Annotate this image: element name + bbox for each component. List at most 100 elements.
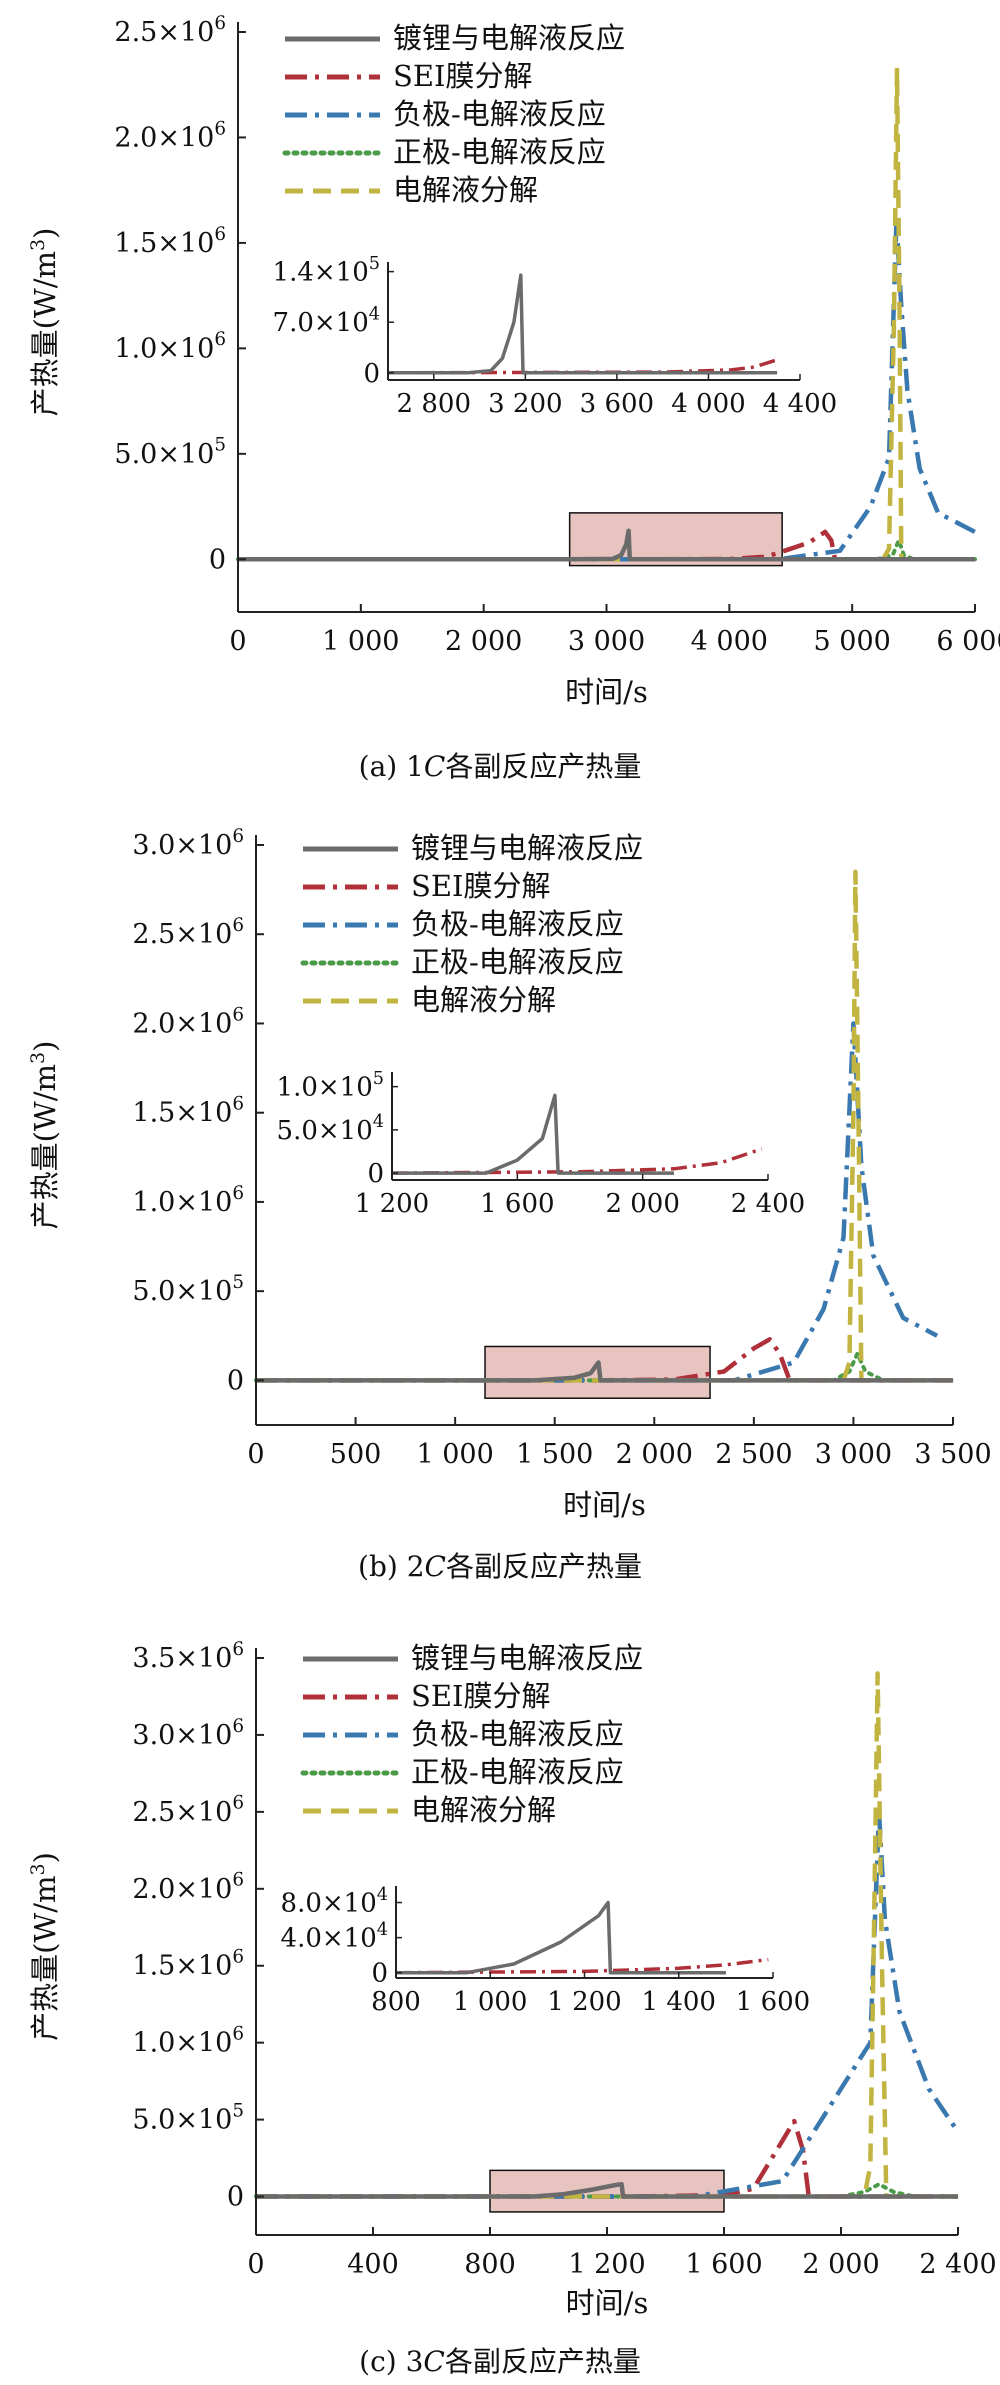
inset-series-line-plating xyxy=(388,273,778,375)
inset-x-tick-label: 1 200 xyxy=(547,1987,621,2017)
inset-series-line-plating xyxy=(396,1900,726,1975)
x-tick-label: 3 500 xyxy=(914,1439,991,1470)
series-line-electrolyte xyxy=(256,869,953,1383)
y-tick-label: 2.5×106 xyxy=(132,915,244,950)
inset-chart: 0 7.0×104 1.4×105 2 800 3 200 3 600 4 000 4 400 xyxy=(273,254,838,419)
caption-a: (a) 1C各副反应产热量 xyxy=(358,750,642,783)
y-tick-label: 2.0×106 xyxy=(132,1870,244,1905)
series-line-electrolyte xyxy=(256,1671,958,2199)
legend-label-plating: 镀锂与电解液反应 xyxy=(411,1641,643,1675)
x-tick-label: 0 xyxy=(229,626,246,657)
x-tick-label: 500 xyxy=(330,1439,382,1470)
x-tick-label: 400 xyxy=(347,2249,399,2280)
x-axis-label: 时间/s xyxy=(563,1488,646,1522)
x-tick-label: 2 000 xyxy=(802,2249,879,2280)
x-axis-label: 时间/s xyxy=(566,2286,649,2320)
inset-y-tick-label: 8.0×104 xyxy=(281,1885,388,1919)
inset-y-tick-label: 0 xyxy=(367,1159,384,1189)
x-tick-label: 2 000 xyxy=(616,1439,693,1470)
inset-x-tick-label: 4 400 xyxy=(763,389,837,419)
inset-background xyxy=(388,262,800,380)
series-line-anode xyxy=(256,1021,939,1383)
y-tick-label: 5.0×105 xyxy=(114,435,226,470)
inset-y-tick-label: 0 xyxy=(363,359,380,389)
inset-x-tick-label: 3 600 xyxy=(580,389,654,419)
chart-panel-a: 0 5.0×105 1.0×106 1.5×106 2.0×106 2.5×106 0 1 0… xyxy=(27,13,1000,709)
y-tick-label: 2.0×106 xyxy=(114,118,226,153)
series-line-plating xyxy=(238,528,975,562)
x-tick-label: 1 500 xyxy=(516,1439,593,1470)
series-line-sei xyxy=(256,1337,953,1383)
series-line-sei xyxy=(238,529,975,562)
inset-x-tick-label: 1 200 xyxy=(355,1189,429,1219)
x-tick-label: 2 000 xyxy=(445,626,522,657)
x-tick-label: 6 000 xyxy=(936,626,1000,657)
chart-panel-c: 0 5.0×105 1.0×106 1.5×106 2.0×106 2.5×106 3.0×… xyxy=(27,1639,997,2320)
x-tick-label: 3 000 xyxy=(568,626,645,657)
caption-b: (b) 2C各副反应产热量 xyxy=(358,1550,642,1583)
legend-label-sei: SEI膜分解 xyxy=(393,59,533,93)
y-tick-label: 2.5×106 xyxy=(132,1793,244,1828)
inset-y-tick-label: 7.0×104 xyxy=(273,304,380,338)
inset-x-tick-label: 1 600 xyxy=(736,1987,810,2017)
x-tick-label: 1 000 xyxy=(416,1439,493,1470)
y-tick-label: 1.5×106 xyxy=(114,224,226,259)
inset-y-tick-label: 4.0×104 xyxy=(281,1920,388,1954)
inset-x-tick-label: 2 400 xyxy=(731,1189,805,1219)
x-tick-label: 3 000 xyxy=(815,1439,892,1470)
inset-y-tick-label: 1.0×105 xyxy=(277,1069,384,1103)
y-tick-label: 1.0×106 xyxy=(114,329,226,364)
legend-label-plating: 镀锂与电解液反应 xyxy=(411,831,643,865)
y-tick-label: 3.5×106 xyxy=(132,1639,244,1674)
x-tick-label: 4 000 xyxy=(691,626,768,657)
y-tick-label: 1.5×106 xyxy=(132,1947,244,1982)
y-tick-label: 5.0×105 xyxy=(132,1272,244,1307)
x-axis-label: 时间/s xyxy=(565,675,648,709)
inset-x-tick-label: 800 xyxy=(371,1987,421,2017)
inset-x-tick-label: 1 000 xyxy=(453,1987,527,2017)
y-tick-label: 2.5×106 xyxy=(114,13,226,48)
y-axis-label: 产热量(W/m3) xyxy=(27,1852,62,2041)
y-tick-label: 0 xyxy=(209,544,226,575)
y-tick-label: 2.0×106 xyxy=(132,1004,244,1039)
y-tick-label: 0 xyxy=(227,1365,244,1396)
legend-label-sei: SEI膜分解 xyxy=(411,869,551,903)
x-tick-label: 0 xyxy=(247,2249,264,2280)
inset-y-tick-label: 1.4×105 xyxy=(273,254,380,288)
x-tick-label: 2 500 xyxy=(715,1439,792,1470)
inset-series-line-sei xyxy=(391,1147,763,1175)
y-axis-label: 产热量(W/m3) xyxy=(27,228,62,417)
x-tick-label: 1 000 xyxy=(322,626,399,657)
legend-label-anode: 负极-电解液反应 xyxy=(411,1717,624,1751)
series-line-plating xyxy=(256,2181,958,2199)
legend-label-anode: 负极-电解液反应 xyxy=(411,907,624,941)
series-line-plating xyxy=(256,1360,953,1383)
y-tick-label: 0 xyxy=(227,2182,244,2213)
x-tick-label: 5 000 xyxy=(814,626,891,657)
legend-label-cathode: 正极-电解液反应 xyxy=(393,135,606,169)
x-tick-label: 2 400 xyxy=(919,2249,996,2280)
inset-background xyxy=(392,1072,768,1180)
zoom-region-box xyxy=(489,2169,725,2213)
inset-x-tick-label: 1 600 xyxy=(480,1189,554,1219)
legend-label-plating: 镀锂与电解液反应 xyxy=(393,21,625,55)
x-tick-label: 1 200 xyxy=(568,2249,645,2280)
x-tick-label: 0 xyxy=(247,1439,264,1470)
inset-chart: 0 5.0×104 1.0×105 1 200 1 600 2 000 2 400 xyxy=(277,1069,806,1219)
legend-label-anode: 负极-电解液反应 xyxy=(393,97,606,131)
inset-x-tick-label: 2 800 xyxy=(397,389,471,419)
y-axis-label: 产热量(W/m3) xyxy=(27,1041,62,1230)
x-tick-label: 800 xyxy=(464,2249,516,2280)
caption-c: (c) 3C各副反应产热量 xyxy=(359,2345,641,2378)
legend-label-cathode: 正极-电解液反应 xyxy=(411,1755,624,1789)
legend-label-electrolyte: 电解液分解 xyxy=(393,173,538,207)
y-tick-label: 3.0×106 xyxy=(132,1716,244,1751)
inset-y-tick-label: 5.0×104 xyxy=(277,1112,384,1146)
inset-series-line-sei xyxy=(395,1957,769,1975)
inset-series-line-sei xyxy=(387,358,778,375)
